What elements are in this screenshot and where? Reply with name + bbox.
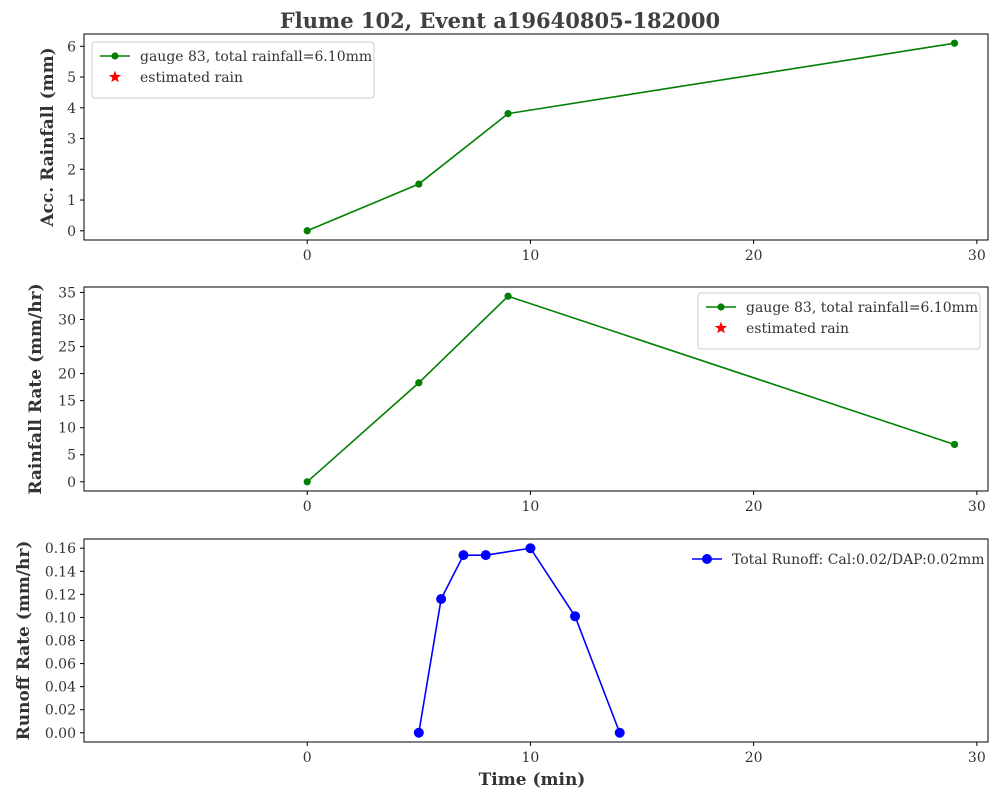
- legend-label: Total Runoff: Cal:0.02/DAP:0.02mm: [732, 552, 985, 568]
- y-axis-label: Acc. Rainfall (mm): [38, 47, 58, 227]
- x-tick-label: 10: [522, 248, 540, 264]
- y-tick-label: 0.00: [45, 726, 76, 742]
- legend-marker: [717, 303, 725, 311]
- plot-frame: [83, 33, 989, 241]
- legend-label: gauge 83, total rainfall=6.10mm: [140, 49, 372, 65]
- x-tick-label: 0: [303, 750, 312, 766]
- plot-frame: [83, 286, 989, 492]
- y-tick-label: 0.08: [45, 634, 76, 650]
- data-point: [303, 478, 311, 486]
- legend-marker: [714, 321, 728, 334]
- x-tick-label: 20: [745, 499, 763, 515]
- y-tick-label: 0.16: [45, 541, 76, 557]
- y-tick-label: 10: [58, 421, 76, 437]
- y-tick-label: 1: [67, 193, 76, 209]
- y-tick-label: 0.06: [45, 657, 76, 673]
- data-point: [303, 227, 311, 235]
- y-tick-label: 6: [67, 39, 76, 55]
- y-tick-label: 3: [67, 132, 76, 148]
- y-tick-label: 0.14: [45, 564, 76, 580]
- x-tick-label: 20: [745, 750, 763, 766]
- y-tick-label: 5: [67, 448, 76, 464]
- data-point: [570, 611, 581, 622]
- x-axis-label: Time (min): [479, 770, 586, 790]
- series-line: [306, 42, 955, 232]
- figure-title: Flume 102, Event a19640805-182000: [279, 8, 721, 33]
- data-point: [480, 550, 491, 561]
- y-tick-label: 0.12: [45, 587, 76, 603]
- data-point: [504, 110, 512, 118]
- data-point: [614, 727, 625, 738]
- data-point: [458, 550, 469, 561]
- legend-marker: [108, 70, 122, 83]
- y-tick-label: 20: [58, 367, 76, 383]
- x-tick-label: 30: [968, 750, 986, 766]
- x-tick-label: 30: [968, 499, 986, 515]
- series-line: [418, 547, 621, 734]
- data-point: [950, 39, 959, 47]
- x-tick-label: 10: [522, 499, 540, 515]
- legend-box: [697, 292, 981, 350]
- y-tick-label: 0.10: [45, 610, 76, 626]
- legend-marker: [111, 52, 119, 60]
- y-tick-label: 35: [58, 285, 76, 301]
- y-tick-label: 15: [58, 394, 76, 410]
- y-tick-label: 30: [58, 312, 76, 328]
- legend: Total Runoff: Cal:0.02/DAP:0.02mm: [692, 552, 985, 568]
- chart-acc-rainfall: 0 10 20 30 0 1 2 3 4 5 6 Acc. Rainfall (mm) gauge 83…: [38, 33, 989, 264]
- x-tick-label: 0: [303, 499, 312, 515]
- y-tick-label: 0: [67, 475, 76, 491]
- y-tick-label: 5: [67, 70, 76, 86]
- legend-label: estimated rain: [140, 70, 243, 86]
- legend-label: estimated rain: [746, 321, 849, 337]
- y-tick-label: 0.04: [45, 680, 76, 696]
- y-tick-label: 2: [67, 162, 76, 178]
- x-tick-label: 0: [303, 248, 312, 264]
- data-point: [504, 292, 512, 300]
- y-tick-label: 0.02: [45, 703, 76, 719]
- legend-box: [91, 41, 375, 99]
- data-point: [415, 180, 423, 188]
- data-point: [413, 727, 424, 738]
- legend-marker: [702, 554, 712, 564]
- x-tick-label: 10: [522, 750, 540, 766]
- legend: gauge 83, total rainfall=6.10mm estimated…: [91, 41, 375, 99]
- series-line: [306, 295, 955, 483]
- y-tick-label: 4: [67, 101, 76, 117]
- y-axis-label: Rainfall Rate (mm/hr): [26, 283, 46, 494]
- chart-rainfall-rate: 0 10 20 30 0 5 10 15 20 25 30 35 Rainfall Rate (mm/h…: [26, 283, 989, 515]
- chart-runoff-rate: 0 10 20 30 0.00 0.02 0.04 0.06 0.08 0.10 0.12 0.14 0…: [14, 538, 989, 790]
- x-tick-label: 30: [968, 248, 986, 264]
- data-point: [415, 379, 423, 387]
- legend-label: gauge 83, total rainfall=6.10mm: [746, 300, 978, 316]
- data-point: [950, 440, 959, 449]
- plot-frame: [83, 538, 989, 743]
- data-point: [436, 593, 447, 604]
- y-tick-label: 0: [67, 224, 76, 240]
- x-tick-label: 20: [745, 248, 763, 264]
- legend: gauge 83, total rainfall=6.10mm estimated…: [697, 292, 981, 350]
- y-axis-label: Runoff Rate (mm/hr): [14, 541, 34, 741]
- data-point: [525, 543, 536, 554]
- y-tick-label: 25: [58, 340, 76, 356]
